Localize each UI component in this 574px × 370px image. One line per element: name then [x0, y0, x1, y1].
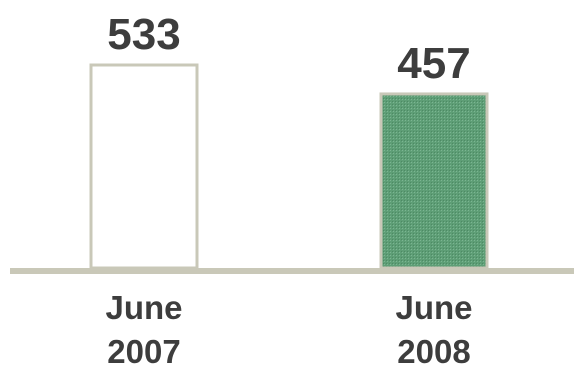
data-label-1: 533	[107, 10, 180, 59]
category-label-1-line-2: 2007	[107, 333, 180, 370]
data-label-2: 457	[397, 39, 470, 88]
bar-2	[379, 92, 489, 270]
category-label-2-line-1: June	[395, 289, 472, 326]
category-label-2-line-2: 2008	[397, 333, 470, 370]
category-label-1-line-1: June	[105, 289, 182, 326]
bar-1	[89, 63, 199, 270]
